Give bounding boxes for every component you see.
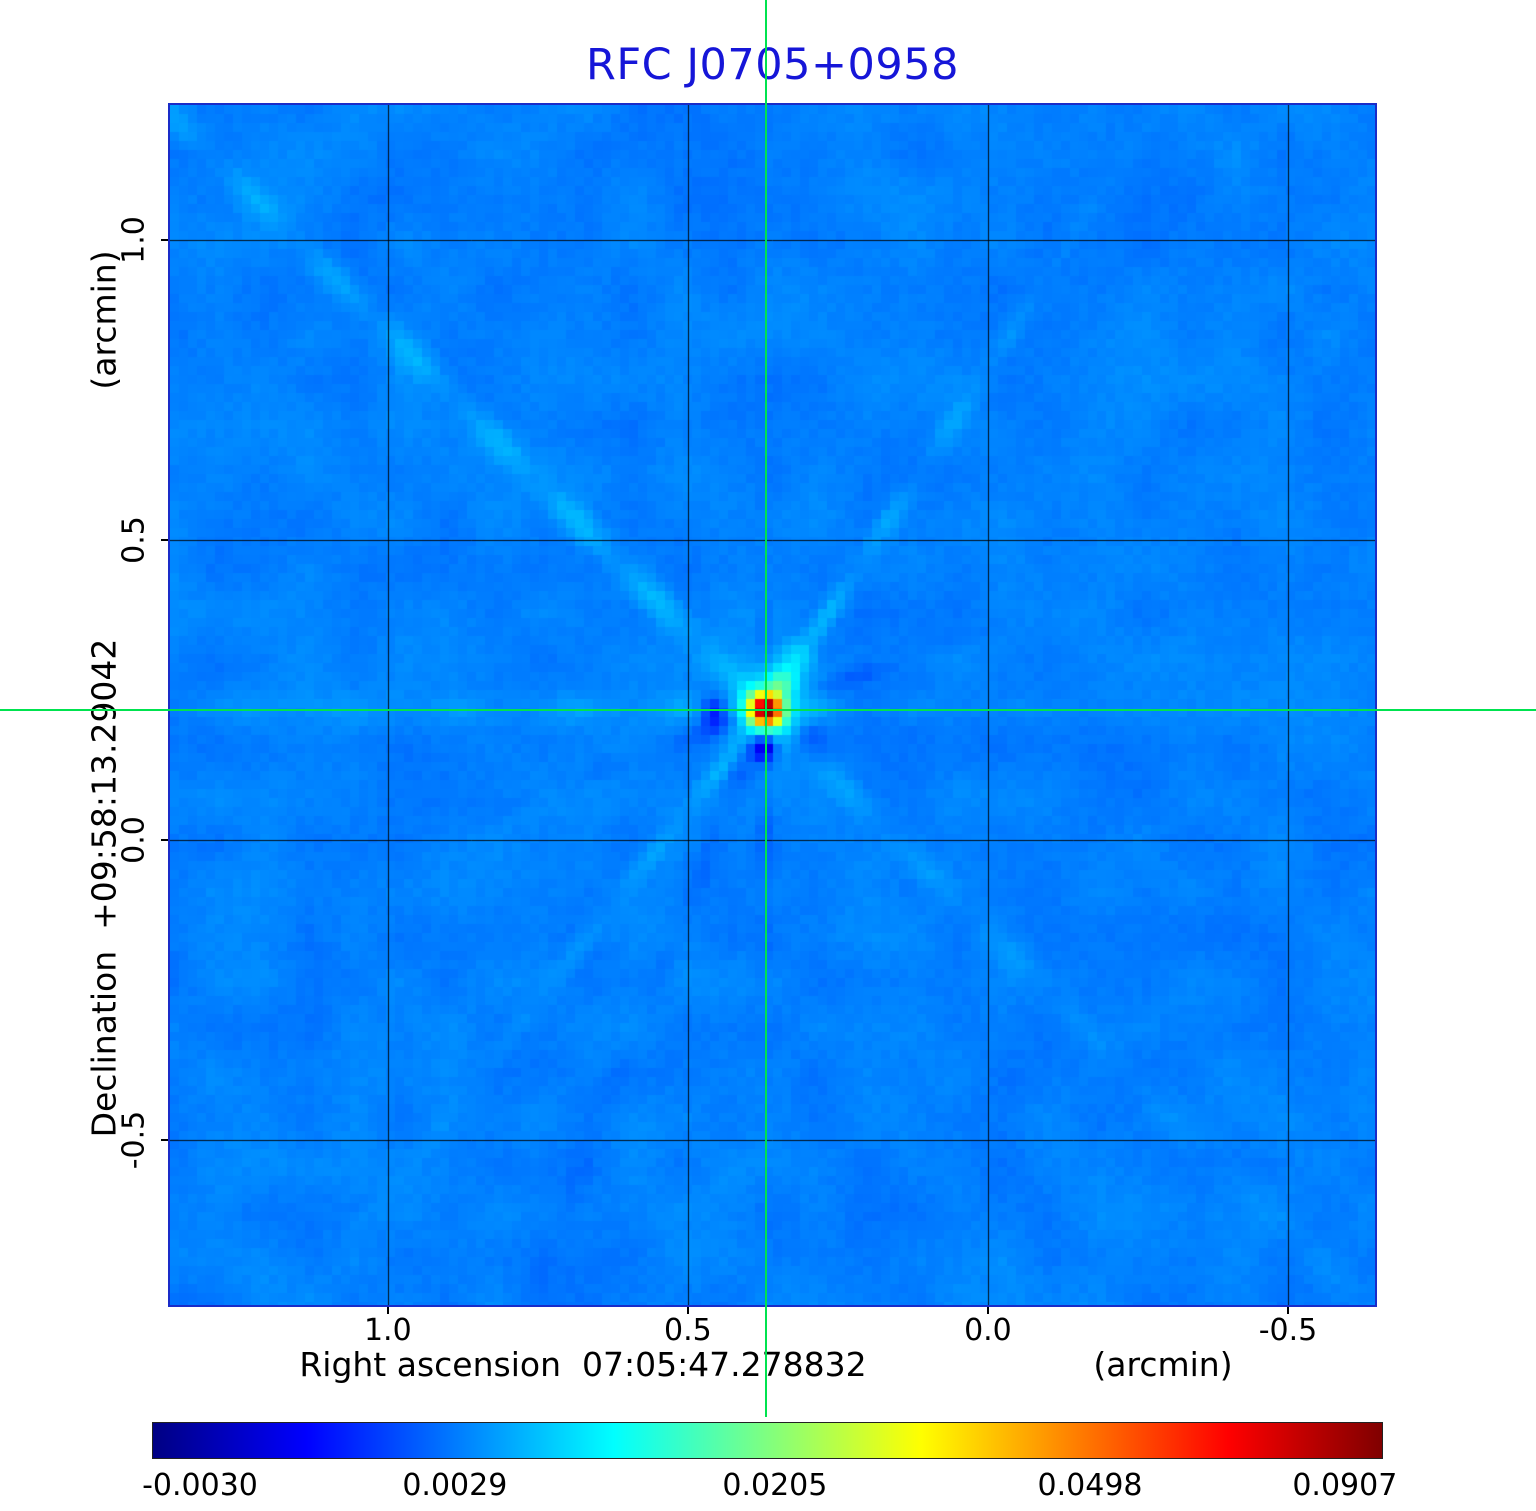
x-tick-label: 0.5 [664,1313,712,1348]
colorbar-tick-label: 0.0498 [1037,1468,1143,1503]
crosshair-horizontal-line [0,708,1536,711]
x-tick-mark [986,1307,989,1314]
y-tick-mark [161,1139,168,1141]
y-tick-mark [161,839,168,841]
y-tick-mark [161,539,168,541]
crosshair-vertical-line [764,0,767,1417]
x-axis-label: Right ascension 07:05:47.278832 [299,1345,867,1384]
y-axis-label: Declination +09:58:13.29042 [84,638,124,1138]
colorbar-tick-label: 0.0907 [1292,1468,1398,1503]
x-tick-label: -0.5 [1258,1313,1318,1348]
y-axis-unit-label: (arcmin) [84,250,124,390]
y-tick-mark [161,239,168,241]
colorbar-tick-label: 0.0029 [402,1468,508,1503]
x-tick-label: 0.0 [964,1313,1012,1348]
x-tick-mark [686,1307,689,1314]
x-axis-unit-label: (arcmin) [1093,1345,1233,1384]
colorbar-tick-label: 0.0205 [722,1468,828,1503]
x-tick-mark [386,1307,389,1314]
colorbar-tick-label: -0.0030 [142,1468,258,1503]
y-tick-label: 0.5 [116,516,152,564]
colorbar [152,1422,1383,1459]
x-tick-label: 1.0 [363,1313,412,1348]
radio-map-image [170,105,1375,1305]
figure-title: RFC J0705+0958 [586,40,959,90]
x-tick-mark [1286,1307,1289,1314]
radio-map-plot [168,103,1377,1307]
